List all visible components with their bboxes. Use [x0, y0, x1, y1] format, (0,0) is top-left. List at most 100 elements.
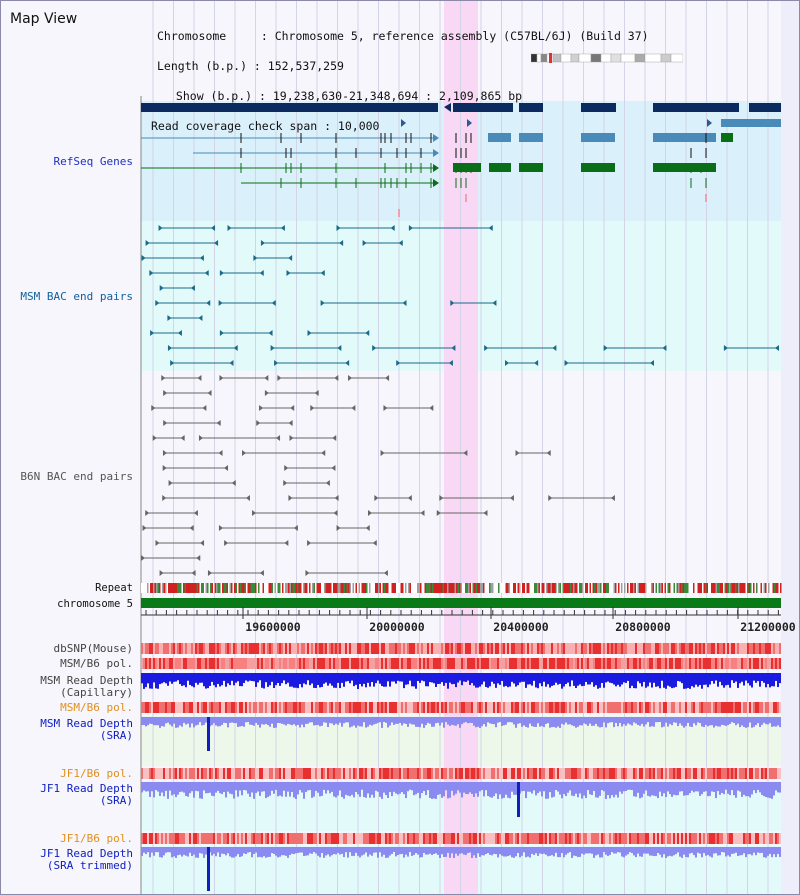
- jf1-depth-trimmed-bar: [199, 847, 201, 854]
- msm-b6-pol-band: [147, 702, 149, 713]
- msm-bac-pair-end: [229, 360, 234, 366]
- msm-b6-pol-band: [327, 658, 329, 669]
- msm-b6-pol-band: [611, 702, 613, 713]
- jf1-b6-pol-band: [419, 768, 421, 779]
- jf1-b6-pol-band: [283, 833, 285, 844]
- b6n-bac-pair-end: [224, 465, 229, 471]
- msm-b6-pol-band: [437, 658, 439, 669]
- dbsnp-band: [729, 643, 731, 654]
- jf1-depth-sra-bar: [695, 782, 697, 792]
- msm-b6-pol-band: [277, 658, 279, 669]
- msm-depth-sra-bar: [561, 717, 563, 724]
- msm-b6-pol-band: [355, 702, 357, 713]
- jf1-depth-sra-bar: [697, 782, 699, 792]
- msm-depth-sra-bar: [353, 717, 355, 726]
- repeat-mark: [390, 583, 392, 593]
- msm-depth-capillary-bar: [655, 673, 657, 687]
- msm-b6-pol-band: [251, 702, 253, 713]
- msm-depth-sra-bar: [211, 717, 213, 726]
- msm-b6-pol-band: [349, 658, 351, 669]
- msm-b6-pol-band: [411, 658, 413, 669]
- msm-b6-pol-band: [421, 658, 423, 669]
- jf1-b6-pol-band: [605, 768, 607, 779]
- jf1-depth-trimmed-bar: [349, 847, 351, 853]
- msm-depth-sra-bar: [447, 717, 449, 725]
- jf1-b6-pol-band: [431, 833, 433, 844]
- jf1-depth-trimmed-bar: [347, 847, 349, 858]
- jf1-depth-trimmed-bar: [191, 847, 193, 856]
- msm-b6-pol-band: [577, 658, 579, 669]
- repeat-mark: [669, 583, 671, 593]
- msm-depth-sra-bar: [717, 717, 719, 727]
- jf1-depth-sra-bar: [305, 782, 307, 793]
- dbsnp-band: [283, 643, 285, 654]
- dbsnp-band: [751, 643, 753, 654]
- msm-depth-sra-bar: [187, 717, 189, 724]
- jf1-b6-pol-band: [193, 768, 195, 779]
- msm-depth-sra-bar: [285, 717, 287, 726]
- dbsnp-band: [495, 643, 497, 654]
- msm-depth-capillary-bar: [333, 673, 335, 688]
- dbsnp-band: [557, 643, 559, 654]
- b6n-bac-pair-end: [163, 390, 168, 396]
- msm-depth-capillary-bar: [539, 673, 541, 684]
- jf1-b6-pol-band: [691, 768, 693, 779]
- jf1-b6-pol-band: [753, 833, 755, 844]
- jf1-b6-pol-band: [623, 768, 625, 779]
- msm-b6-pol-band: [393, 658, 395, 669]
- dbsnp-band: [253, 643, 255, 654]
- jf1-depth-trimmed-bar: [759, 847, 761, 854]
- dbsnp-band: [749, 643, 751, 654]
- jf1-b6-pol-band: [397, 833, 399, 844]
- jf1-depth-trimmed-bar: [303, 847, 305, 857]
- msm-depth-sra-bar: [417, 717, 419, 727]
- dbsnp-band: [155, 643, 157, 654]
- jf1-b6-pol-band: [169, 833, 171, 844]
- dbsnp-band: [313, 643, 315, 654]
- jf1-b6-pol-band: [635, 833, 637, 844]
- msm-b6-pol-band: [281, 658, 283, 669]
- jf1-depth-trimmed-bar: [579, 847, 581, 857]
- msm-b6-pol-band: [337, 658, 339, 669]
- msm-depth-capillary-bar: [449, 673, 451, 683]
- msm-b6-pol-band: [331, 658, 333, 669]
- msm-depth-capillary-bar: [275, 673, 277, 686]
- jf1-depth-sra-bar: [609, 782, 611, 799]
- dbsnp-band: [335, 643, 337, 654]
- jf1-depth-trimmed-bar: [655, 847, 657, 856]
- jf1-b6-pol-band: [637, 833, 639, 844]
- msm-depth-capillary-bar: [349, 673, 351, 684]
- msm-b6-pol-band: [751, 702, 753, 713]
- b6n-bac-pair-end: [180, 435, 185, 441]
- jf1-depth-trimmed-bar: [211, 847, 213, 856]
- repeat-mark: [735, 583, 737, 593]
- msm-depth-sra-bar: [775, 717, 777, 727]
- msm-depth-capillary-bar: [159, 673, 161, 685]
- msm-b6-pol-band: [143, 702, 145, 713]
- repeat-mark: [237, 583, 239, 593]
- jf1-depth-sra-bar: [441, 782, 443, 798]
- dbsnp-band: [655, 643, 657, 654]
- msm-b6-pol-band: [661, 658, 663, 669]
- jf1-depth-sra-bar: [733, 782, 735, 796]
- msm-b6-pol-band: [429, 702, 431, 713]
- jf1-b6-pol-band: [583, 833, 585, 844]
- msm-b6-pol-band: [605, 658, 607, 669]
- repeat-mark: [391, 583, 393, 593]
- msm-b6-pol-band: [233, 658, 235, 669]
- msm-b6-pol-band: [577, 702, 579, 713]
- jf1-depth-sra-bar: [503, 782, 505, 798]
- jf1-depth-sra-bar: [601, 782, 603, 791]
- msm-depth-capillary-bar: [591, 673, 593, 683]
- msm-b6-pol-band: [247, 702, 249, 713]
- jf1-b6-pol-band: [227, 833, 229, 844]
- msm-depth-sra-bar: [709, 717, 711, 726]
- jf1-b6-pol-band: [733, 833, 735, 844]
- msm-b6-pol-band: [473, 658, 475, 669]
- jf1-b6-pol-band: [307, 833, 309, 844]
- chromosome-ideogram[interactable]: [531, 53, 683, 63]
- b6n-bac-pair-end: [145, 510, 150, 516]
- msm-b6-pol-band: [149, 702, 151, 713]
- msm-depth-capillary-bar: [519, 673, 521, 683]
- msm-b6-pol-band: [379, 658, 381, 669]
